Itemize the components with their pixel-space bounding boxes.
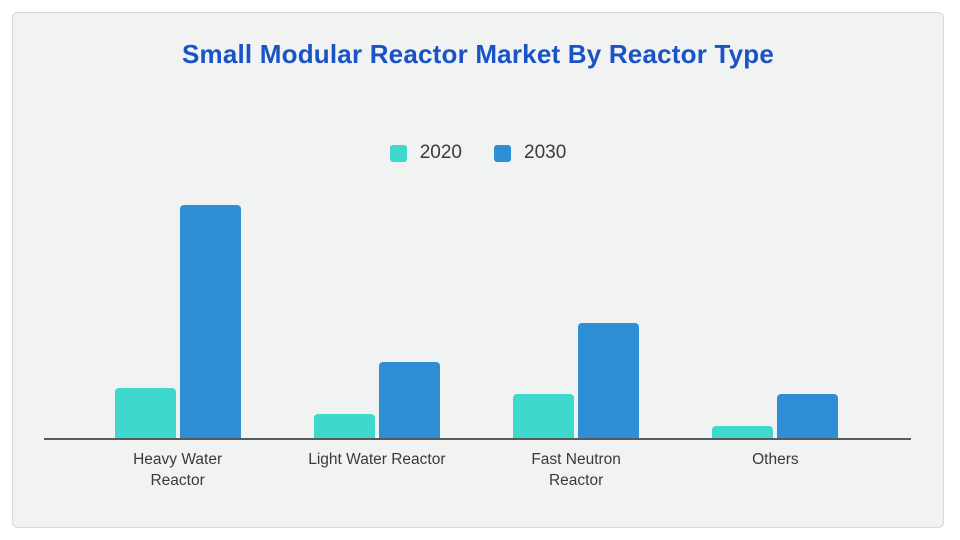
legend-item-2030: 2030 bbox=[494, 142, 566, 164]
bar-2030-light-water-reactor bbox=[378, 362, 440, 438]
bar-2020-light-water-reactor bbox=[313, 414, 375, 438]
chart-title: Small Modular Reactor Market By Reactor … bbox=[181, 39, 775, 69]
bar-2020-fast-neutron-reactor bbox=[513, 394, 575, 438]
chart-card: Small Modular Reactor Market By Reactor … bbox=[12, 12, 944, 528]
bar-group-fast-neutron-reactor bbox=[477, 193, 676, 438]
legend-label-2030: 2030 bbox=[524, 142, 567, 163]
x-tick-fast-neutron-reactor: Fast Neutron Reactor bbox=[531, 451, 621, 489]
legend-swatch-2020 bbox=[389, 144, 407, 162]
bar-2030-others bbox=[777, 394, 839, 438]
x-axis-labels: Heavy Water Reactor Light Water Reactor Fa… bbox=[78, 449, 875, 491]
bar-2020-others bbox=[712, 426, 774, 438]
legend-item-2020: 2020 bbox=[389, 142, 462, 164]
legend-label-2020: 2020 bbox=[419, 142, 462, 163]
x-tick-light-water-reactor: Light Water Reactor bbox=[308, 451, 446, 468]
bar-group-others bbox=[676, 193, 875, 438]
plot-area bbox=[78, 193, 875, 438]
legend: 2020 2030 bbox=[13, 142, 943, 164]
x-tick-heavy-water-reactor: Heavy Water Reactor bbox=[133, 451, 223, 489]
legend-swatch-2030 bbox=[494, 144, 511, 162]
bar-2030-heavy-water-reactor bbox=[179, 205, 241, 438]
x-axis-line bbox=[44, 438, 911, 440]
bar-2020-heavy-water-reactor bbox=[114, 388, 176, 438]
bar-group-heavy-water-reactor bbox=[78, 193, 277, 438]
x-tick-others: Others bbox=[752, 451, 799, 468]
bar-group-light-water-reactor bbox=[277, 193, 476, 438]
bar-2030-fast-neutron-reactor bbox=[578, 323, 640, 438]
